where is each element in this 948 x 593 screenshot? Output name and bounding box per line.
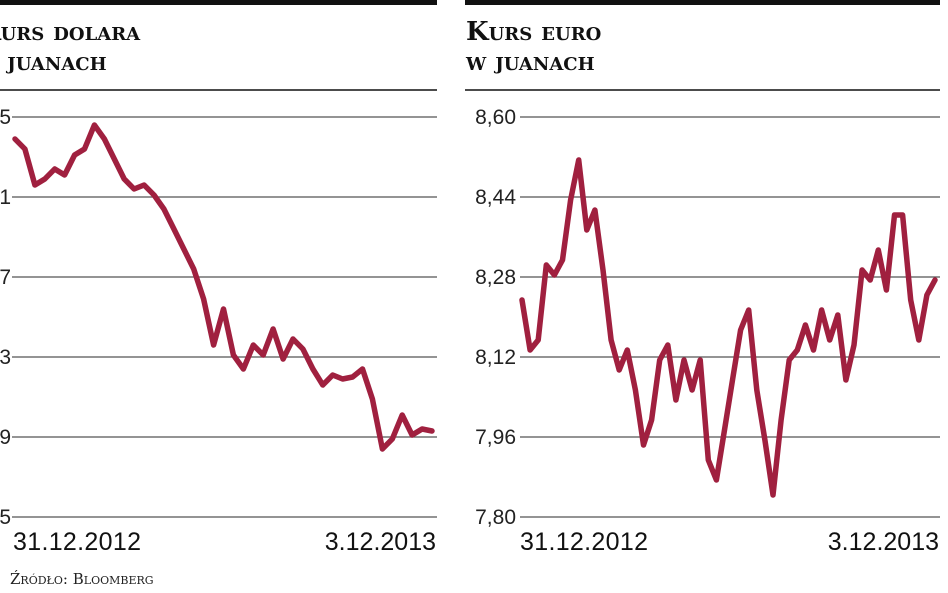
- y-tick-label: 7,80: [475, 506, 516, 529]
- chart-title: Kurs euro: [466, 17, 601, 47]
- chart-title: w juanach: [465, 47, 595, 77]
- source: Źródło: Bloomberg: [10, 570, 154, 588]
- y-tick-label: 6,25: [0, 106, 11, 129]
- y-tick-label: 8,44: [475, 186, 516, 209]
- data-line: [12, 122, 435, 452]
- chart-title: w juanach: [0, 47, 107, 77]
- y-tick-label: 7,96: [475, 426, 516, 449]
- x-tick-label: 3.12.2013: [828, 528, 939, 556]
- y-tick-label: 6,17: [0, 266, 11, 289]
- x-tick-label: 31.12.2012: [520, 528, 648, 556]
- x-tick-label: 31.12.2012: [13, 528, 141, 556]
- y-tick-label: 6,13: [0, 346, 11, 369]
- y-tick-label: 6,09: [0, 426, 11, 449]
- y-tick-label: 6,05: [0, 506, 11, 529]
- y-tick-label: 8,12: [475, 346, 516, 369]
- x-tick-label: 3.12.2013: [325, 528, 436, 556]
- top-rule: [465, 0, 940, 5]
- chart-title: Kurs dolara: [0, 17, 141, 47]
- y-tick-label: 8,28: [475, 266, 516, 289]
- top-rule: [0, 0, 437, 5]
- y-tick-label: 6,21: [0, 186, 11, 209]
- data-line: [519, 157, 938, 498]
- y-tick-label: 8,60: [475, 106, 516, 129]
